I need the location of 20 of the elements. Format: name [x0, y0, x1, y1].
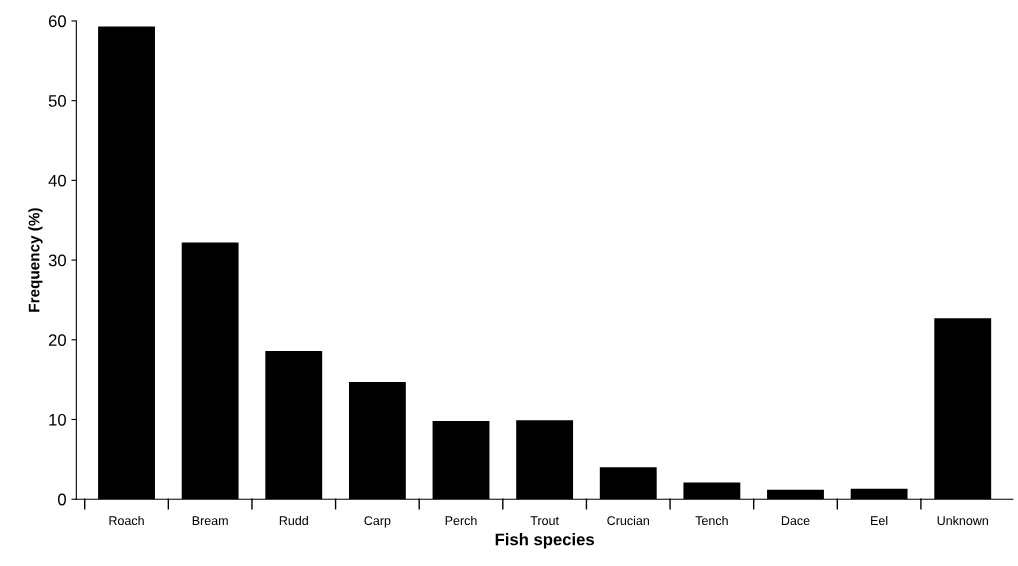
- y-tick-label: 20: [48, 334, 66, 346]
- x-tick-label: Perch: [445, 515, 477, 526]
- x-tick-label: Dace: [781, 516, 810, 526]
- y-tick-label: 0: [58, 493, 66, 506]
- x-axis-title: Fish species: [495, 533, 594, 549]
- x-tick-label: Crucian: [607, 515, 649, 526]
- x-tick-label: Carp: [364, 516, 391, 528]
- x-tick-label: Tench: [695, 515, 728, 526]
- y-tick-label: 50: [48, 95, 66, 107]
- y-tick-label: 60: [48, 15, 66, 28]
- y-axis-title: Frequency (%): [28, 208, 43, 312]
- y-tick-label: 30: [48, 254, 66, 267]
- y-tick-label: 10: [49, 413, 66, 426]
- x-tick-label: Trout: [530, 516, 559, 526]
- x-tick-label: Bream: [192, 516, 228, 526]
- x-tick-label: Roach: [109, 515, 144, 526]
- y-tick-label: 40: [48, 174, 66, 187]
- x-tick-label: Rudd: [279, 515, 308, 526]
- x-tick-label: Eel: [871, 515, 888, 526]
- x-tick-label: Unknown: [937, 515, 988, 526]
